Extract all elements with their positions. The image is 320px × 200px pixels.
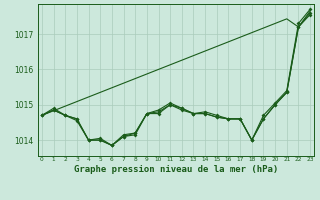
- X-axis label: Graphe pression niveau de la mer (hPa): Graphe pression niveau de la mer (hPa): [74, 165, 278, 174]
